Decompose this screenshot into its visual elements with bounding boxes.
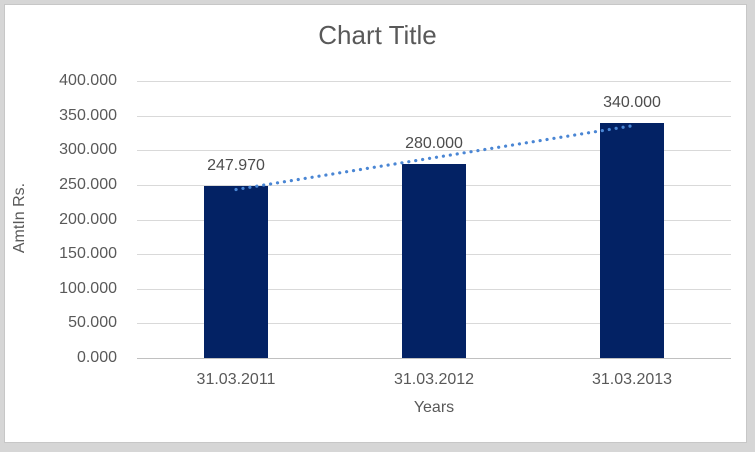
gridline [137,115,731,117]
y-tick-label: 400.000 [59,72,117,89]
bar-31.03.2012 [402,164,466,358]
x-tick-label: 31.03.2013 [591,371,673,388]
gridline [137,81,731,82]
y-tick-label: 350.000 [59,106,117,124]
y-tick-label: 300.000 [59,141,117,159]
y-tick-label: 200.000 [59,210,117,228]
chart-title: Chart Title [318,20,437,50]
bar-31.03.2013 [600,122,664,358]
data-label: 280.000 [405,135,463,153]
x-tick-label: 31.03.2012 [393,371,475,388]
y-tick-label: 100.000 [59,279,117,297]
trendline [234,124,634,192]
y-tick-label: 50.000 [68,314,117,332]
x-tick-label: 31.03.2011 [196,371,276,388]
bar-31.03.2011 [204,186,268,358]
x-axis-title: Years [413,399,455,416]
gridline [137,150,731,152]
x-axis-line [137,358,731,359]
y-tick-label: 150.000 [59,245,117,263]
plot-area [137,81,731,359]
data-label: 247.970 [207,157,265,175]
data-label: 340.000 [603,93,661,111]
y-tick-label: 250.000 [59,175,117,193]
y-tick-label: 0.000 [76,349,117,366]
